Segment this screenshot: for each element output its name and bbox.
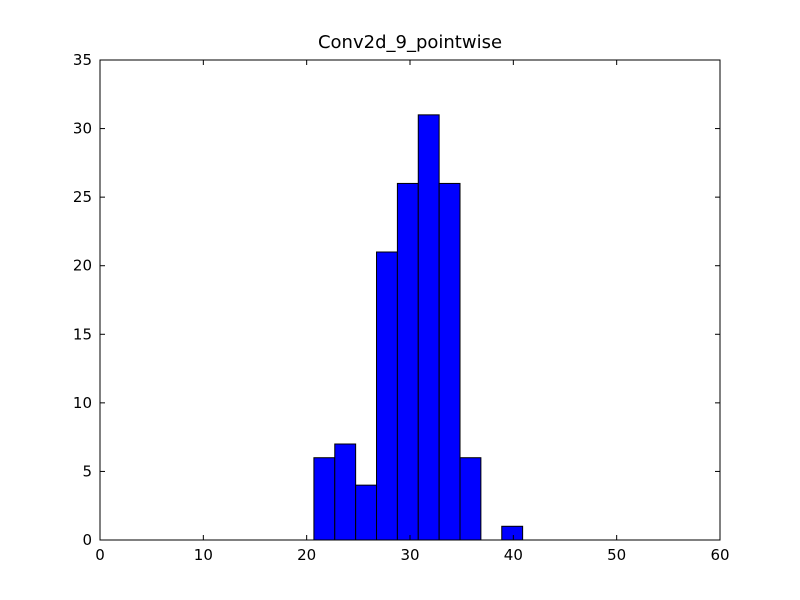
bar <box>334 443 357 541</box>
bar <box>417 114 440 541</box>
x-tick-label: 10 <box>194 546 213 564</box>
bar <box>376 251 398 541</box>
x-tick-label: 40 <box>504 546 523 564</box>
y-tick-label: 5 <box>82 462 92 480</box>
y-tick-label: 30 <box>73 120 92 138</box>
y-tick-label: 25 <box>73 188 92 206</box>
bar <box>459 457 482 541</box>
bar <box>313 457 336 541</box>
x-tick-label: 20 <box>297 546 316 564</box>
y-tick-label: 15 <box>73 325 92 343</box>
y-tick-label: 0 <box>82 531 92 549</box>
x-tick-label: 60 <box>710 546 729 564</box>
x-tick-label: 30 <box>400 546 419 564</box>
y-tick-label: 20 <box>73 257 92 275</box>
y-tick-label: 10 <box>73 394 92 412</box>
x-tick-label: 0 <box>95 546 105 564</box>
x-tick-label: 50 <box>607 546 626 564</box>
bar <box>501 525 524 541</box>
bar <box>438 182 461 541</box>
bar <box>355 484 378 541</box>
y-tick-label: 35 <box>73 51 92 69</box>
bar <box>396 182 419 541</box>
chart-title: Conv2d_9_pointwise <box>318 32 502 53</box>
